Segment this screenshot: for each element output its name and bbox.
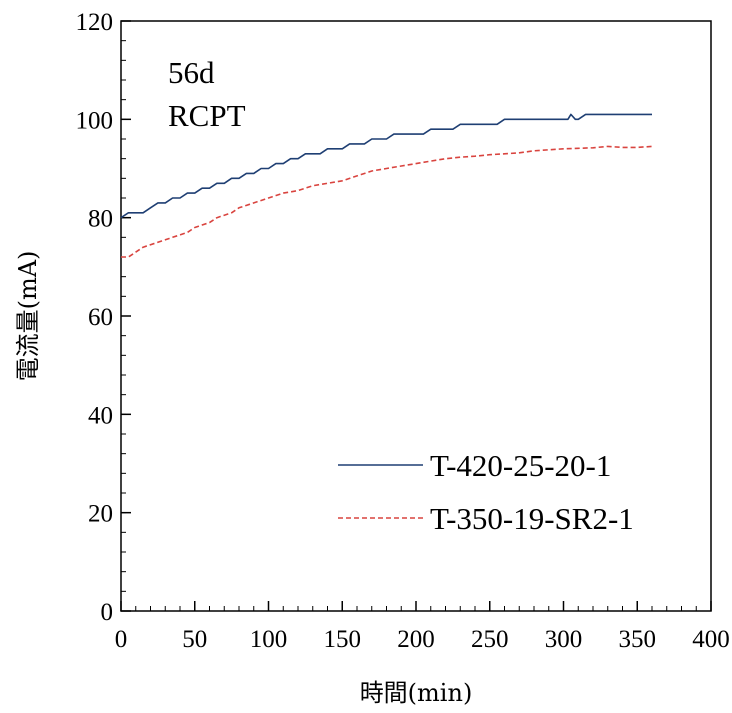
x-tick-label: 150 [324, 626, 362, 653]
x-tick-label: 300 [545, 626, 583, 653]
legend: T-420-25-20-1 T-350-19-SR2-1 [338, 448, 634, 536]
y-axis-title: 電流量(mA) [14, 251, 42, 382]
x-tick-label: 200 [397, 626, 435, 653]
x-tick-label: 0 [115, 626, 128, 653]
x-tick-label: 350 [619, 626, 657, 653]
series-line-1 [120, 113, 652, 219]
annotation-age: 56d [168, 55, 215, 90]
y-tick-label: 40 [88, 402, 113, 429]
x-axis-title: 時間(min) [360, 679, 473, 707]
x-tick-label: 50 [182, 626, 207, 653]
y-tick-label: 0 [101, 599, 114, 626]
annotation-test: RCPT [168, 98, 246, 133]
x-tick-label: 400 [692, 626, 730, 653]
axis-ticks: 0 50 100 150 200 250 300 350 400 0 20 40 60 80 100 120 [76, 9, 730, 653]
x-tick-label: 250 [471, 626, 509, 653]
series-group [120, 113, 653, 258]
y-tick-label: 100 [76, 107, 114, 134]
legend-label-series-2: T-350-19-SR2-1 [430, 501, 634, 536]
legend-label-series-1: T-420-25-20-1 [430, 448, 611, 483]
y-tick-label: 80 [88, 206, 113, 233]
y-tick-label: 60 [88, 304, 113, 331]
y-tick-label: 120 [76, 9, 114, 36]
x-tick-label: 100 [250, 626, 288, 653]
series-line-2 [121, 145, 653, 258]
y-tick-label: 20 [88, 501, 113, 528]
